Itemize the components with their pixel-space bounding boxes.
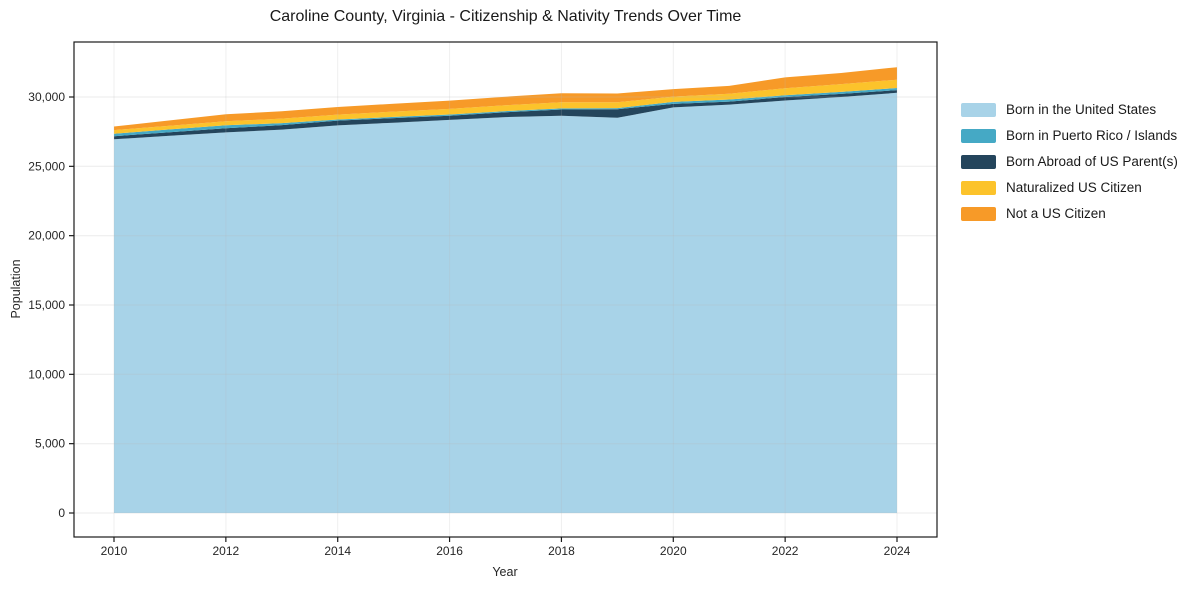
y-tick-label: 25,000: [28, 159, 65, 173]
area-series: [114, 92, 897, 514]
chart-title: Caroline County, Virginia - Citizenship …: [269, 8, 742, 25]
legend-label: Born in Puerto Rico / Islands: [1006, 128, 1178, 143]
area-series: [114, 79, 897, 134]
y-axis-label: Population: [9, 259, 23, 319]
legend-label: Born Abroad of US Parent(s): [1006, 154, 1178, 169]
legend: Born in the United States Born in Puerto …: [961, 101, 1178, 222]
y-tick-label: 30,000: [28, 90, 65, 104]
legend-label: Naturalized US Citizen: [1006, 180, 1142, 195]
gridlines: [74, 42, 937, 537]
legend-item: Born Abroad of US Parent(s): [961, 153, 1178, 170]
legend-swatch: [961, 154, 996, 169]
x-tick-label: 2018: [548, 544, 575, 558]
area-series: [114, 88, 897, 137]
tick-labels: 0 5,000 10,000 15,000 20,000 25,000 30,000 2010…: [28, 90, 910, 558]
legend-label: Not a US Citizen: [1006, 206, 1106, 221]
legend-swatch: [961, 128, 996, 143]
x-tick-label: 2022: [772, 544, 799, 558]
y-tick-label: 5,000: [35, 437, 65, 451]
y-tick-label: 0: [58, 506, 65, 520]
legend-swatch: [961, 206, 996, 221]
legend-swatch: [961, 180, 996, 195]
x-tick-label: 2012: [213, 544, 240, 558]
area-series: [114, 67, 897, 131]
area-series: [114, 90, 897, 140]
legend-swatch: [961, 102, 996, 117]
x-tick-label: 2014: [324, 544, 351, 558]
axes: [69, 41, 938, 542]
y-tick-label: 20,000: [28, 229, 65, 243]
y-tick-label: 10,000: [28, 367, 65, 381]
stacked-areas: [114, 67, 897, 514]
x-tick-label: 2016: [436, 544, 463, 558]
legend-item: Not a US Citizen: [961, 205, 1178, 222]
legend-item: Naturalized US Citizen: [961, 179, 1178, 196]
legend-label: Born in the United States: [1006, 102, 1157, 117]
x-tick-label: 2024: [884, 544, 911, 558]
x-axis-label: Year: [492, 565, 518, 579]
legend-item: Born in the United States: [961, 101, 1178, 118]
x-tick-label: 2010: [101, 544, 128, 558]
x-tick-label: 2020: [660, 544, 687, 558]
legend-item: Born in Puerto Rico / Islands: [961, 127, 1178, 144]
y-tick-label: 15,000: [28, 298, 65, 312]
axes-box: [73, 41, 938, 538]
